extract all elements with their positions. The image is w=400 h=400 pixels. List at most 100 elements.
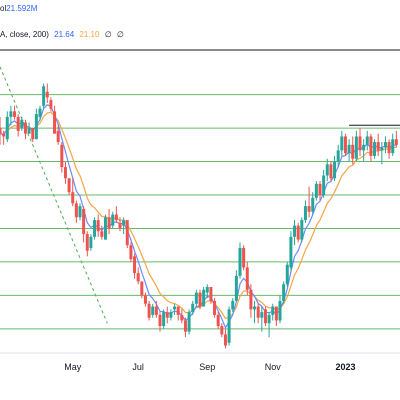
candle-body (180, 314, 184, 321)
candle-body (303, 206, 307, 221)
candle-body (16, 116, 20, 131)
candle (31, 128, 35, 143)
candle (60, 142, 64, 173)
candle-body (45, 91, 49, 98)
candle-body (114, 214, 118, 221)
candle-body (191, 303, 195, 313)
legend-volume: ol21.592M (0, 4, 40, 14)
candle (56, 125, 60, 145)
candle-body (53, 111, 57, 134)
candle (93, 217, 97, 240)
candle (373, 139, 377, 159)
candle-body (242, 247, 246, 268)
candle (343, 133, 347, 156)
candle (376, 133, 380, 156)
candle-body (311, 197, 315, 212)
candle (147, 300, 151, 321)
candle (347, 139, 351, 162)
candle-body (380, 147, 384, 151)
candle-body (213, 300, 217, 315)
candle-body (20, 119, 24, 129)
candle (0, 116, 2, 145)
candle (362, 139, 366, 162)
candle-body (354, 136, 358, 159)
candle (369, 133, 373, 162)
candle (351, 136, 355, 165)
candle (213, 298, 217, 318)
candle (325, 158, 329, 182)
candle (293, 220, 297, 246)
candle-body (318, 183, 322, 195)
candle (267, 312, 271, 338)
candle-body (27, 128, 31, 134)
candle (227, 306, 231, 346)
candle (16, 114, 20, 137)
candle-body (245, 267, 249, 290)
candle-body (198, 292, 202, 307)
candle-body (238, 247, 242, 276)
candle-body (136, 273, 140, 282)
candle-body (322, 175, 326, 195)
candle-body (67, 178, 71, 193)
candle (358, 128, 362, 156)
legend-volume-value: 21.592M (6, 4, 38, 13)
candle (13, 105, 17, 120)
candle (187, 309, 191, 335)
candle (256, 303, 260, 324)
candle (354, 130, 358, 162)
candle (245, 261, 249, 296)
candle (67, 178, 71, 195)
candle (82, 206, 86, 243)
candle-body (234, 275, 238, 301)
candle-body (347, 144, 351, 154)
candle-body (285, 264, 289, 285)
candle-body (216, 314, 220, 327)
candle (289, 231, 293, 271)
candle-body (78, 206, 82, 218)
descending-trend-line[interactable] (0, 66, 108, 324)
ma-slow-line (0, 111, 397, 320)
candle-body (49, 100, 53, 109)
candle (253, 300, 257, 324)
candle-body (133, 256, 137, 274)
candle (114, 206, 118, 223)
candle-body (209, 287, 213, 301)
x-tick-label: May (64, 362, 82, 372)
candle-body (82, 208, 86, 235)
candle (38, 105, 42, 120)
candle-body (89, 236, 93, 248)
candle (63, 161, 67, 184)
candle-body (329, 164, 333, 179)
candle (2, 130, 6, 145)
candle-body (23, 122, 27, 134)
candle-body (107, 217, 111, 229)
candle-body (154, 306, 158, 315)
candle-body (220, 326, 224, 335)
candle-body (256, 306, 260, 318)
candle (74, 200, 78, 223)
candle (89, 234, 93, 251)
candle (165, 306, 169, 324)
candle (5, 111, 9, 143)
candle-body (227, 309, 231, 343)
candle (49, 97, 53, 112)
candle (209, 287, 213, 304)
legend-ma-symbol-b: ∅ (116, 30, 124, 39)
candle (111, 211, 115, 229)
candle-body (162, 312, 166, 327)
candle (118, 217, 122, 232)
candle (205, 284, 209, 299)
candle (53, 105, 57, 134)
candle-body (278, 300, 282, 321)
candle-body (176, 306, 180, 315)
candle-body (34, 114, 38, 140)
candle (100, 225, 104, 240)
fibonacci-levels (0, 94, 400, 330)
candle (162, 309, 166, 329)
candle-body (387, 142, 391, 154)
candle (394, 130, 398, 148)
candle-body (325, 164, 329, 176)
candle-body (351, 144, 355, 159)
